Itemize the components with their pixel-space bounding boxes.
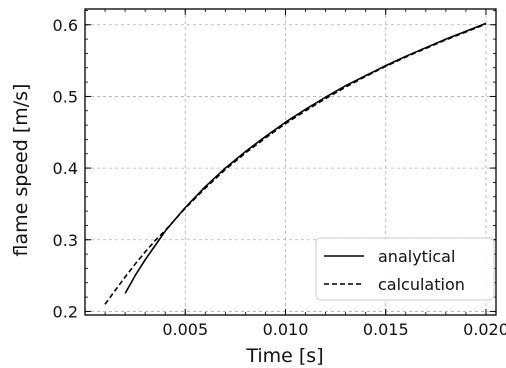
y-axis-title: flame speed [m/s] xyxy=(10,84,32,257)
y-tick-label: 0.5 xyxy=(53,87,78,106)
legend-label-analytical: analytical xyxy=(378,247,455,266)
grid-lines xyxy=(85,9,496,315)
x-tick-label: 0.020 xyxy=(463,320,506,339)
y-tick-label: 0.3 xyxy=(53,231,78,250)
y-tick-label: 0.4 xyxy=(53,159,78,178)
series-line-calculation xyxy=(104,23,487,305)
axis-ticks: 0.005 0.010 0.015 0.020 0.2 0.3 0.4 0.5 0.6 xyxy=(53,9,506,339)
x-tick-label: 0.005 xyxy=(162,320,208,339)
x-tick-label: 0.015 xyxy=(363,320,409,339)
y-tick-label: 0.6 xyxy=(53,16,78,35)
y-tick-label: 0.2 xyxy=(53,302,78,321)
legend-label-calculation: calculation xyxy=(378,275,465,294)
x-axis-title: Time [s] xyxy=(245,345,323,367)
plot-frame xyxy=(84,8,497,316)
series-layer xyxy=(104,22,487,305)
x-tick-label: 0.010 xyxy=(263,320,309,339)
legend: analytical calculation xyxy=(315,237,495,301)
